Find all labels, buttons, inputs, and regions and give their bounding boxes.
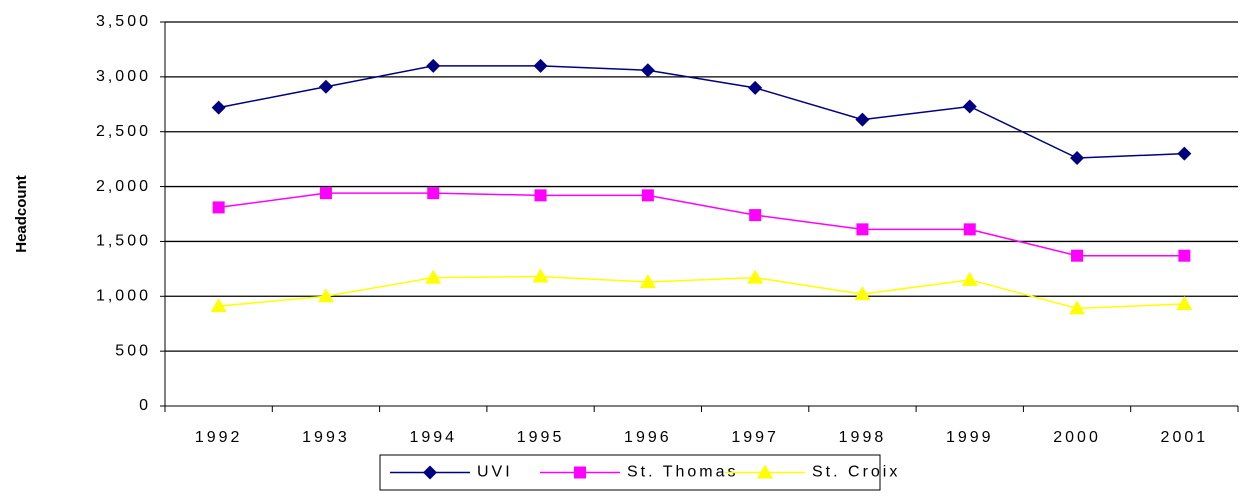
y-tick-label: 500 bbox=[115, 342, 151, 359]
data-point bbox=[318, 79, 333, 94]
legend-label: UVI bbox=[477, 464, 513, 481]
data-point bbox=[211, 100, 226, 115]
data-point bbox=[1071, 249, 1084, 262]
x-tick-label: 1998 bbox=[839, 429, 887, 446]
data-point bbox=[427, 187, 440, 200]
y-tick-label: 2,500 bbox=[96, 123, 151, 140]
data-point bbox=[1176, 295, 1193, 310]
data-point bbox=[425, 269, 442, 284]
y-tick-label: 1,500 bbox=[96, 233, 151, 250]
x-tick-label: 1993 bbox=[302, 429, 350, 446]
data-point bbox=[963, 223, 976, 236]
legend-marker bbox=[574, 466, 586, 479]
x-tick-label: 1997 bbox=[731, 429, 779, 446]
data-point bbox=[639, 274, 656, 289]
x-tick-label: 2000 bbox=[1053, 429, 1101, 446]
legend-marker bbox=[757, 464, 773, 479]
data-point bbox=[212, 201, 225, 214]
x-tick-label: 1999 bbox=[946, 429, 994, 446]
legend-label: St. Thomas bbox=[627, 464, 739, 481]
series-line bbox=[218, 192, 1185, 257]
data-point bbox=[317, 288, 334, 303]
y-tick-label: 2,000 bbox=[96, 178, 151, 195]
x-tick-label: 2001 bbox=[1161, 429, 1209, 446]
data-point bbox=[533, 58, 548, 73]
data-point bbox=[641, 189, 654, 202]
data-point bbox=[962, 99, 977, 114]
data-point bbox=[749, 209, 762, 222]
x-tick-label: 1996 bbox=[624, 429, 672, 446]
series-line bbox=[218, 65, 1185, 159]
data-point bbox=[532, 268, 549, 283]
x-tick-label: 1995 bbox=[517, 429, 565, 446]
data-point bbox=[747, 269, 764, 284]
data-point bbox=[854, 286, 871, 301]
data-point bbox=[640, 63, 655, 78]
y-tick-label: 3,500 bbox=[96, 13, 151, 30]
x-tick-label: 1994 bbox=[409, 429, 457, 446]
y-tick-label: 0 bbox=[139, 397, 151, 414]
data-point bbox=[1069, 300, 1086, 315]
data-point bbox=[961, 271, 978, 286]
y-axis-label: Headcount bbox=[13, 175, 30, 253]
data-point bbox=[1177, 146, 1192, 161]
legend-marker bbox=[423, 465, 437, 480]
y-tick-label: 1,000 bbox=[96, 288, 151, 305]
x-tick-label: 1992 bbox=[195, 429, 243, 446]
data-point bbox=[210, 298, 227, 313]
data-point bbox=[534, 189, 547, 202]
y-tick-label: 3,000 bbox=[96, 68, 151, 85]
series-line bbox=[218, 275, 1185, 310]
data-point bbox=[1070, 151, 1085, 166]
data-point bbox=[426, 58, 441, 73]
data-point bbox=[319, 187, 332, 200]
data-point bbox=[1178, 249, 1191, 262]
legend-label: St. Croix bbox=[812, 464, 900, 481]
data-point bbox=[856, 223, 869, 236]
data-point bbox=[748, 80, 763, 95]
data-point bbox=[855, 112, 870, 127]
